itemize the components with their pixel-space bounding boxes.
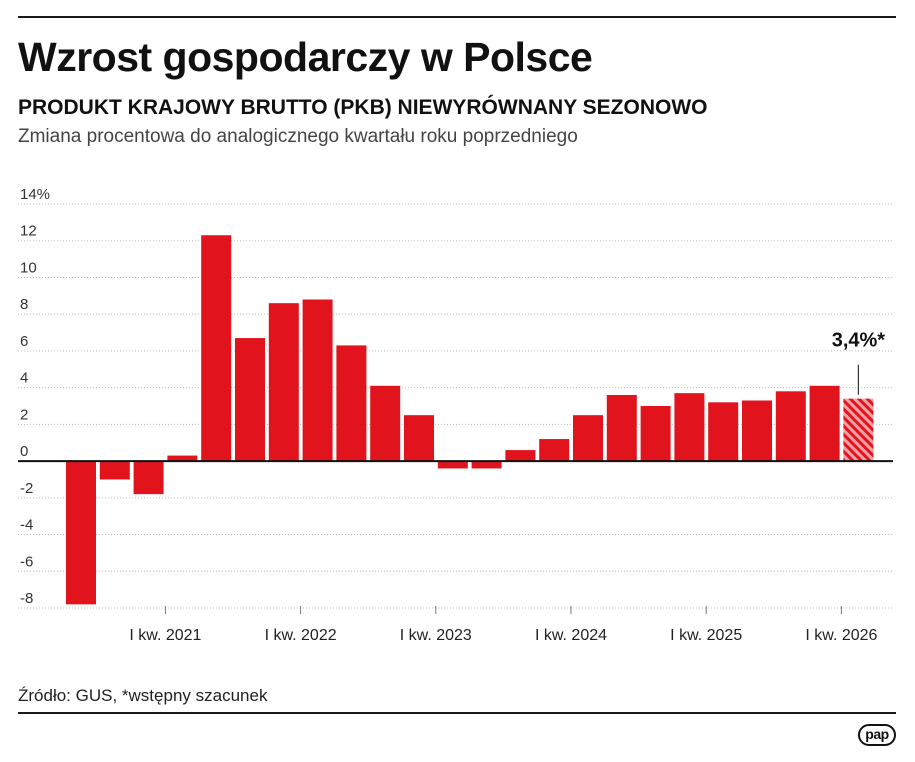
bar-iv-kw-2021 xyxy=(268,303,299,462)
bar-i-kw-2023 xyxy=(437,461,468,469)
y-tick-label: 2 xyxy=(20,406,28,423)
y-tick-label: 14% xyxy=(20,186,50,203)
bar-ii-kw-2021 xyxy=(201,235,232,462)
y-tick-label: -6 xyxy=(20,553,33,570)
bar-iv-kw-2024 xyxy=(674,393,705,462)
bar-iii-kw-2024 xyxy=(640,406,671,462)
x-tick-label: I kw. 2023 xyxy=(400,627,472,644)
y-tick-label: 10 xyxy=(20,259,37,276)
labels: 14% 12 10 8 6 4 2 0 -2 -4 -6 -8 I kw. 2021 I kw. 2022… xyxy=(20,186,885,644)
chart-description: Zmiana procentowa do analogicznego kwart… xyxy=(18,126,578,147)
bars xyxy=(66,235,874,605)
bar-i-kw-2026 xyxy=(843,398,874,462)
source-note: Źródło: GUS, *wstępny szacunek xyxy=(18,686,268,705)
annotation-label: 3,4%* xyxy=(832,330,886,352)
axes xyxy=(18,460,893,614)
y-tick-label: 12 xyxy=(20,223,37,240)
y-tick-label: 6 xyxy=(20,333,28,350)
bar-iv-kw-2025 xyxy=(809,385,840,462)
bar-iii-kw-2022 xyxy=(370,385,401,462)
bar-iii-kw-2020 xyxy=(99,461,130,480)
y-tick-label: 0 xyxy=(20,443,28,460)
y-tick-label: -2 xyxy=(20,480,33,497)
bar-ii-kw-2022 xyxy=(336,345,367,462)
bar-ii-kw-2024 xyxy=(606,394,637,462)
bar-iii-kw-2025 xyxy=(775,391,806,462)
bar-i-kw-2024 xyxy=(573,415,603,462)
x-tick-label: I kw. 2025 xyxy=(670,627,742,644)
bar-ii-kw-2020 xyxy=(66,461,96,605)
bottom-rule xyxy=(18,712,896,714)
y-tick-label: -4 xyxy=(20,517,33,534)
bar-i-kw-2022 xyxy=(302,299,333,462)
bar-i-kw-2025 xyxy=(708,402,739,462)
page-title: Wzrost gospodarczy w Polsce xyxy=(18,34,593,80)
y-tick-label: -8 xyxy=(20,590,33,607)
bar-iv-kw-2020 xyxy=(133,461,164,495)
bar-iv-kw-2023 xyxy=(539,439,570,462)
y-tick-label: 4 xyxy=(20,370,28,387)
chart-subtitle: PRODUKT KRAJOWY BRUTTO (PKB) NIEWYRÓWNAN… xyxy=(18,96,708,119)
bar-i-kw-2021 xyxy=(167,455,198,462)
gdp-bar-chart: 14% 12 10 8 6 4 2 0 -2 -4 -6 -8 I kw. 2021 I kw. 2022… xyxy=(18,186,893,644)
bar-ii-kw-2025 xyxy=(742,400,772,462)
x-tick-label: I kw. 2022 xyxy=(265,627,337,644)
bar-iv-kw-2022 xyxy=(404,415,434,462)
x-tick-label: I kw. 2024 xyxy=(535,627,607,644)
x-tick-label: I kw. 2026 xyxy=(805,627,877,644)
y-tick-label: 8 xyxy=(20,296,28,313)
top-rule xyxy=(18,16,896,18)
x-tick-label: I kw. 2021 xyxy=(129,627,201,644)
bar-iii-kw-2021 xyxy=(235,338,265,462)
bar-iii-kw-2023 xyxy=(505,450,536,462)
pap-logo: pap xyxy=(858,724,896,746)
bar-ii-kw-2023 xyxy=(471,461,502,469)
